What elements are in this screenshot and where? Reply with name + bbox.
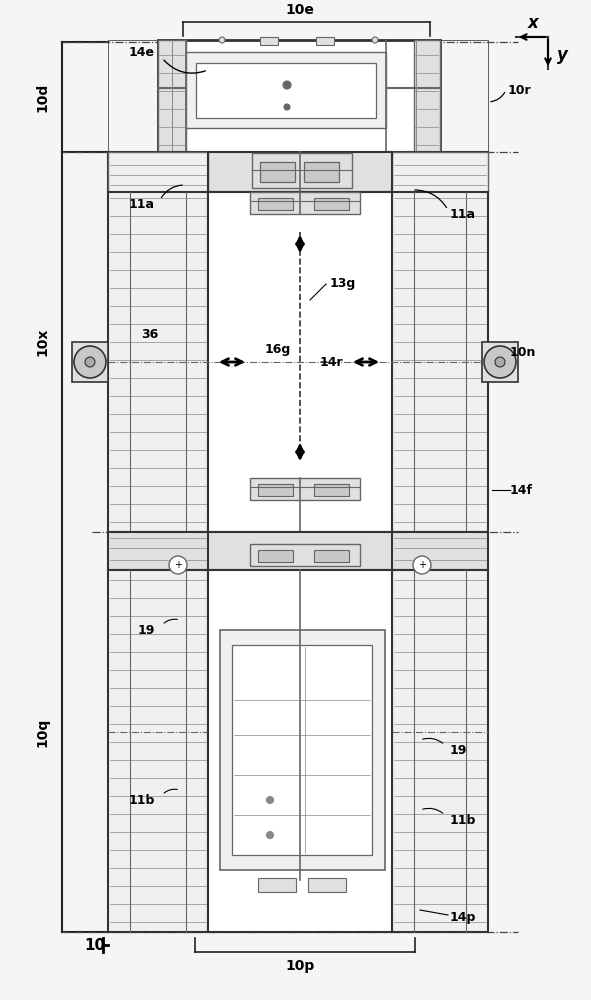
Bar [250,544,360,566]
Bar [258,550,293,562]
Text: +: + [174,560,182,570]
Text: 19: 19 [138,624,155,637]
Bar [258,198,293,210]
Text: 14f: 14f [510,484,533,496]
Bar [220,630,385,870]
Bar [392,192,488,532]
Text: 10e: 10e [285,3,314,17]
Bar [208,192,392,532]
Bar [314,198,349,210]
Bar [108,152,208,192]
Bar [108,570,208,932]
Bar [108,40,488,932]
Text: 10r: 10r [508,84,532,97]
Bar [304,162,339,182]
Bar [392,570,488,932]
Text: 14e: 14e [129,45,155,58]
Text: 19: 19 [450,744,467,756]
Text: 11b: 11b [129,794,155,806]
Bar [208,570,392,932]
Circle shape [283,81,291,89]
Bar [314,550,349,562]
Bar [196,63,376,118]
Bar [232,645,372,855]
Bar [108,192,208,532]
Bar [260,162,295,182]
Bar [314,484,349,496]
Bar [186,52,386,128]
Text: +: + [418,560,426,570]
Bar [258,484,293,496]
Circle shape [85,357,95,367]
Bar [250,478,360,500]
Bar [392,152,488,192]
Bar [250,192,360,214]
Bar [482,342,518,382]
Circle shape [484,346,516,378]
Circle shape [267,796,274,804]
Text: y: y [557,46,567,64]
Text: 10: 10 [85,938,106,952]
Text: 14r: 14r [320,356,343,368]
Circle shape [74,346,106,378]
Text: 11b: 11b [450,814,476,826]
Bar [414,40,440,152]
Bar [158,40,440,152]
Text: 11a: 11a [129,198,155,212]
Text: 10n: 10n [510,346,537,359]
Text: 10x: 10x [35,328,49,356]
Circle shape [413,556,431,574]
Circle shape [219,37,225,43]
Text: x: x [528,14,538,32]
Circle shape [284,104,290,110]
Bar [260,37,278,45]
Circle shape [372,37,378,43]
Text: 13g: 13g [330,277,356,290]
Text: 11a: 11a [450,209,476,222]
Text: 14p: 14p [450,912,476,924]
Text: 16g: 16g [265,344,291,357]
Bar [158,40,186,152]
Text: 36: 36 [141,328,158,340]
Bar [258,878,296,892]
Text: 10p: 10p [285,959,314,973]
Circle shape [169,556,187,574]
Text: 10d: 10d [35,82,49,112]
Bar [252,153,352,188]
Bar [108,152,488,192]
Bar [72,342,108,382]
Text: 10q: 10q [35,717,49,747]
Bar [316,37,334,45]
Circle shape [267,832,274,838]
Bar [308,878,346,892]
Circle shape [495,357,505,367]
Bar [108,532,488,570]
